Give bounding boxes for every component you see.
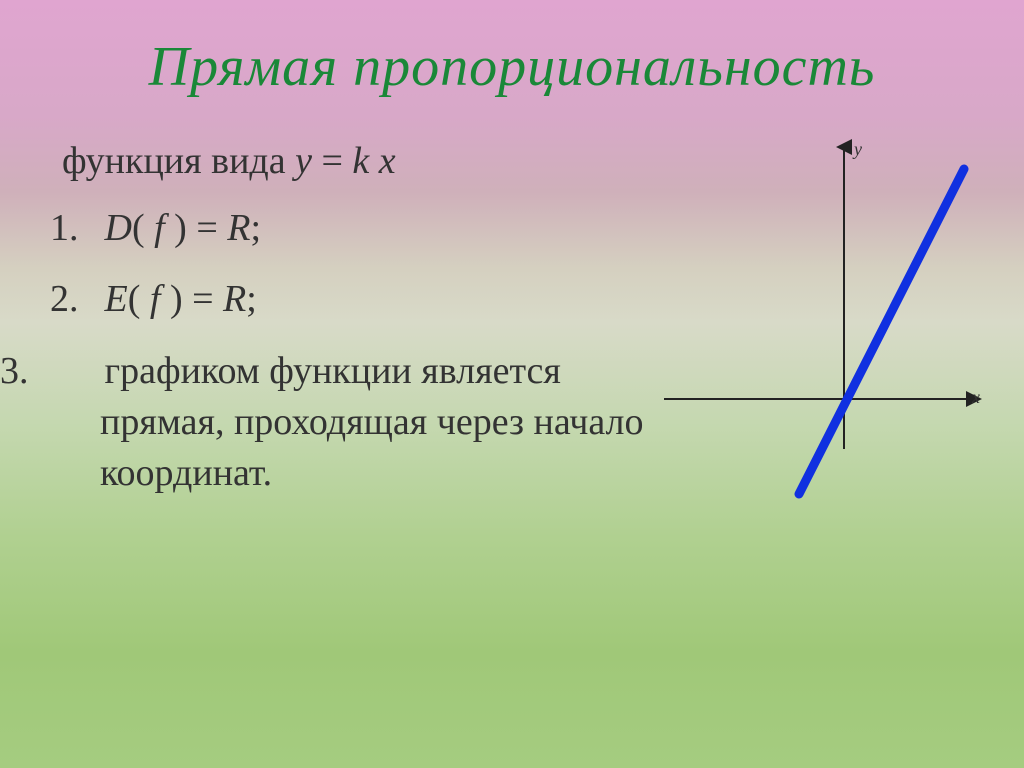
function-definition: функция вида y = k x: [50, 139, 654, 183]
y-axis-label: y: [854, 139, 862, 160]
slide-title: Прямая пропорциональность: [0, 0, 1024, 99]
item3-num: 3.: [50, 346, 95, 397]
item1-f: f: [154, 207, 165, 249]
slide-content: функция вида y = k x 1. D( f ) = R; 2. E…: [0, 99, 1024, 519]
item2-open: (: [128, 278, 150, 320]
item2-end: ;: [246, 278, 257, 320]
item2-R: R: [223, 278, 246, 320]
func-kx: k x: [352, 140, 395, 182]
item2-f: f: [150, 278, 161, 320]
item1-R: R: [227, 207, 250, 249]
item2-E: E: [105, 278, 128, 320]
func-y: y: [295, 140, 312, 182]
item2-close: ) =: [160, 278, 223, 320]
item1-num: 1.: [50, 203, 95, 254]
func-eq: =: [312, 140, 352, 182]
item1-close: ) =: [165, 207, 228, 249]
chart-svg: [654, 139, 984, 509]
chart-section: y x: [654, 139, 984, 509]
item1-end: ;: [250, 207, 261, 249]
item1-D: D: [105, 207, 132, 249]
text-section: функция вида y = k x 1. D( f ) = R; 2. E…: [50, 129, 654, 519]
list-item-2: 2. E( f ) = R;: [50, 274, 654, 325]
item1-open: (: [132, 207, 154, 249]
item3-text: графиком функции является прямая, проход…: [100, 350, 644, 495]
func-prefix: функция вида: [62, 140, 295, 182]
list-item-3: 3. графиком функции является прямая, про…: [50, 346, 654, 500]
item2-num: 2.: [50, 274, 95, 325]
x-axis-label: x: [972, 387, 980, 408]
list-item-1: 1. D( f ) = R;: [50, 203, 654, 254]
